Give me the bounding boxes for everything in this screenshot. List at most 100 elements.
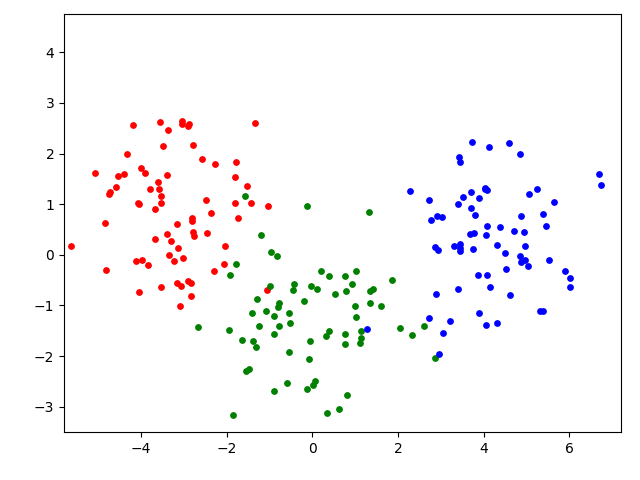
Point xyxy=(305,337,316,345)
Point xyxy=(176,283,186,290)
Point xyxy=(224,326,234,334)
Point xyxy=(438,329,448,336)
Point xyxy=(362,325,372,333)
Point xyxy=(339,272,349,279)
Point xyxy=(467,139,477,146)
Point xyxy=(134,201,144,208)
Point xyxy=(104,188,115,196)
Point xyxy=(166,237,176,245)
Point xyxy=(228,411,238,419)
Point xyxy=(122,150,132,158)
Point xyxy=(210,160,220,168)
Point xyxy=(437,213,447,220)
Point xyxy=(90,169,100,177)
Point xyxy=(387,276,397,284)
Point xyxy=(365,288,375,295)
Point xyxy=(219,260,229,268)
Point xyxy=(351,313,362,321)
Point xyxy=(433,246,443,254)
Point xyxy=(156,199,166,207)
Point xyxy=(312,286,322,293)
Point xyxy=(285,319,295,326)
Point xyxy=(565,284,575,291)
Point xyxy=(205,210,216,217)
Point xyxy=(424,196,435,204)
Point xyxy=(485,283,495,291)
Point xyxy=(404,188,415,195)
Point xyxy=(209,267,219,275)
Point xyxy=(230,199,240,207)
Point xyxy=(430,355,440,362)
Point xyxy=(231,158,241,166)
Point xyxy=(504,139,514,147)
Point xyxy=(455,240,465,248)
Point xyxy=(596,181,606,189)
Point xyxy=(520,256,530,264)
Point xyxy=(220,242,230,250)
Point xyxy=(518,228,529,236)
Point xyxy=(232,214,243,222)
Point xyxy=(177,117,187,125)
Point xyxy=(479,184,490,192)
Point xyxy=(272,252,282,260)
Point xyxy=(431,212,442,219)
Point xyxy=(565,274,575,281)
Point xyxy=(330,290,340,298)
Point xyxy=(172,279,182,287)
Point xyxy=(419,323,429,330)
Point xyxy=(189,232,199,240)
Point xyxy=(310,377,320,384)
Point xyxy=(516,212,526,219)
Point xyxy=(454,153,464,160)
Point xyxy=(541,222,551,230)
Point xyxy=(173,244,183,252)
Point xyxy=(119,170,129,178)
Point xyxy=(250,119,260,127)
Point xyxy=(150,205,160,213)
Point xyxy=(186,292,196,300)
Point xyxy=(184,120,194,128)
Point xyxy=(484,143,495,151)
Point xyxy=(248,337,259,345)
Point xyxy=(481,231,491,239)
Point xyxy=(341,287,351,295)
Point xyxy=(355,339,365,347)
Point xyxy=(175,302,186,310)
Point xyxy=(127,121,138,129)
Point xyxy=(302,384,312,392)
Point xyxy=(515,150,525,157)
Point xyxy=(455,247,465,255)
Point xyxy=(316,267,326,275)
Point xyxy=(466,188,476,196)
Point xyxy=(322,409,332,417)
Point xyxy=(239,192,250,200)
Point xyxy=(154,185,164,192)
Point xyxy=(430,243,440,251)
Point xyxy=(495,223,505,231)
Point xyxy=(365,299,376,306)
Point xyxy=(247,309,257,317)
Point xyxy=(163,126,173,133)
Point xyxy=(347,280,357,288)
Point xyxy=(515,252,525,259)
Point xyxy=(188,228,198,236)
Point xyxy=(140,168,150,176)
Point xyxy=(156,192,166,200)
Point xyxy=(454,158,465,166)
Point xyxy=(250,343,260,351)
Point xyxy=(538,308,548,315)
Point xyxy=(351,267,361,275)
Point xyxy=(559,267,570,275)
Point xyxy=(177,254,188,262)
Point xyxy=(356,334,366,342)
Point xyxy=(169,258,179,265)
Point xyxy=(465,230,475,238)
Point xyxy=(244,365,255,373)
Point xyxy=(445,317,456,324)
Point xyxy=(504,291,515,299)
Point xyxy=(324,273,334,280)
Point xyxy=(342,392,353,399)
Point xyxy=(266,248,276,256)
Point xyxy=(260,308,271,315)
Point xyxy=(154,119,164,126)
